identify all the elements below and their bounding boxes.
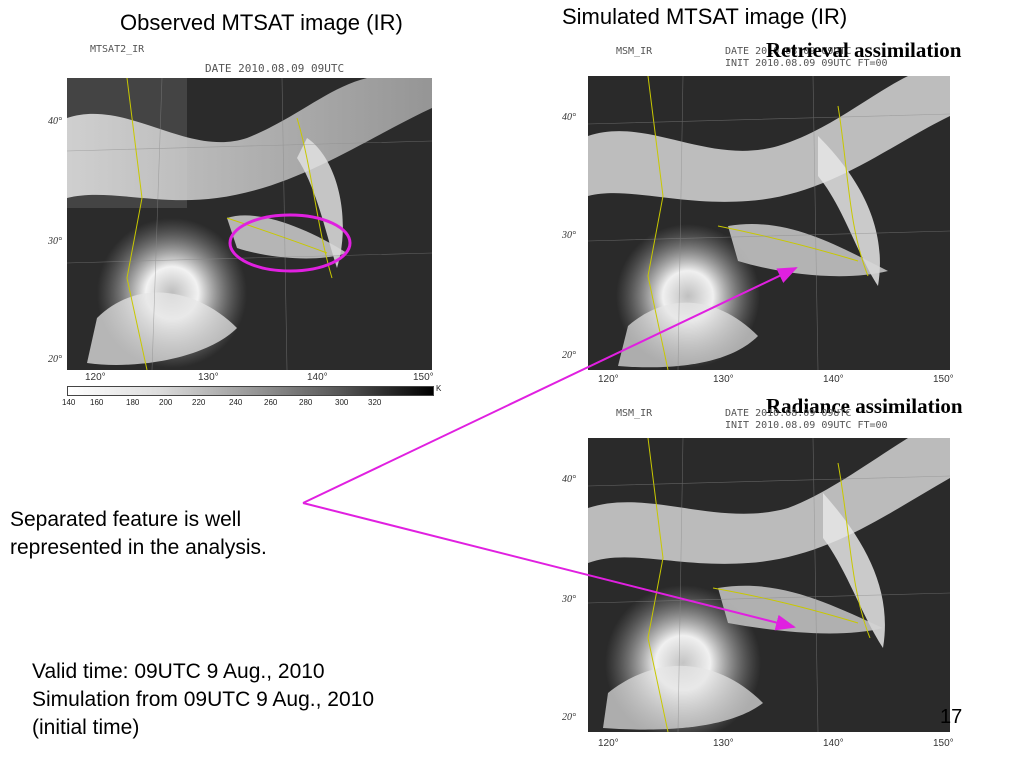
retrieval-lat-30: 30°: [562, 230, 576, 241]
colorbar-unit: K: [436, 384, 442, 393]
validity-line-2: Simulation from 09UTC 9 Aug., 2010: [32, 688, 375, 711]
retrieval-lat-40: 40°: [562, 112, 576, 123]
validity-line-3: (initial time): [32, 716, 140, 739]
radiance-lon-130: 130°: [713, 738, 734, 749]
observed-title: Observed MTSAT image (IR): [120, 10, 403, 35]
colorbar-tick: 260: [264, 398, 278, 407]
colorbar-tick: 140: [62, 398, 76, 407]
observed-header-date: DATE 2010.08.09 09UTC: [205, 62, 345, 75]
radiance-satellite-image: [588, 438, 950, 732]
annotation-line-1: Separated feature is well: [10, 508, 242, 531]
colorbar-tick: 160: [90, 398, 104, 407]
observed-lon-150: 150°: [413, 372, 434, 383]
radiance-header-date: DATE 2010.08.09 09UTC: [725, 408, 852, 419]
retrieval-label: Retrieval assimilation: [766, 38, 962, 62]
retrieval-lon-130: 130°: [713, 374, 734, 385]
observed-lat-20: 20°: [48, 354, 62, 365]
colorbar-tick: 320: [368, 398, 382, 407]
colorbar-tick: 220: [192, 398, 206, 407]
radiance-lon-140: 140°: [823, 738, 844, 749]
observed-lat-40: 40°: [48, 116, 62, 127]
retrieval-lon-150: 150°: [933, 374, 954, 385]
radiance-lat-40: 40°: [562, 474, 576, 485]
observed-lat-30: 30°: [48, 236, 62, 247]
colorbar-tick: 200: [159, 398, 173, 407]
retrieval-lon-140: 140°: [823, 374, 844, 385]
validity-text: Valid time: 09UTC 9 Aug., 2010 Simulatio…: [32, 658, 374, 742]
validity-line-1: Valid time: 09UTC 9 Aug., 2010: [32, 660, 325, 683]
retrieval-lat-20: 20°: [562, 350, 576, 361]
arrow-to-retrieval: [302, 267, 798, 504]
retrieval-lon-120: 120°: [598, 374, 619, 385]
colorbar-tick: 240: [229, 398, 243, 407]
retrieval-header-init: INIT 2010.08.09 09UTC FT=00: [725, 58, 888, 69]
highlight-ellipse: [228, 213, 352, 273]
radiance-lon-150: 150°: [933, 738, 954, 749]
retrieval-satellite-image: [588, 76, 950, 370]
retrieval-header-left: MSM_IR: [616, 46, 653, 57]
radiance-header-init: INIT 2010.08.09 09UTC FT=00: [725, 420, 888, 431]
annotation-text: Separated feature is well represented in…: [10, 506, 267, 562]
radiance-lat-20: 20°: [562, 712, 576, 723]
simulated-title: Simulated MTSAT image (IR): [562, 4, 848, 29]
observed-satellite-image: [67, 78, 432, 370]
radiance-label: Radiance assimilation: [766, 394, 963, 418]
radiance-header-left: MSM_IR: [616, 408, 653, 419]
arrow-to-radiance: [302, 502, 796, 631]
observed-lon-130: 130°: [198, 372, 219, 383]
observed-colorbar: [67, 386, 434, 396]
observed-lon-120: 120°: [85, 372, 106, 383]
retrieval-header-date: DATE 2010.08.09 09UTC: [725, 46, 852, 57]
annotation-line-2: represented in the analysis.: [10, 536, 267, 559]
colorbar-tick: 180: [126, 398, 140, 407]
observed-header-left: MTSAT2_IR: [90, 44, 145, 55]
colorbar-ticks: 140 160 180 200 220 240 260 280 300 320: [62, 398, 432, 410]
colorbar-tick: 300: [335, 398, 349, 407]
radiance-lat-30: 30°: [562, 594, 576, 605]
observed-lon-140: 140°: [307, 372, 328, 383]
colorbar-tick: 280: [299, 398, 313, 407]
page-number: 17: [940, 706, 963, 728]
radiance-lon-120: 120°: [598, 738, 619, 749]
